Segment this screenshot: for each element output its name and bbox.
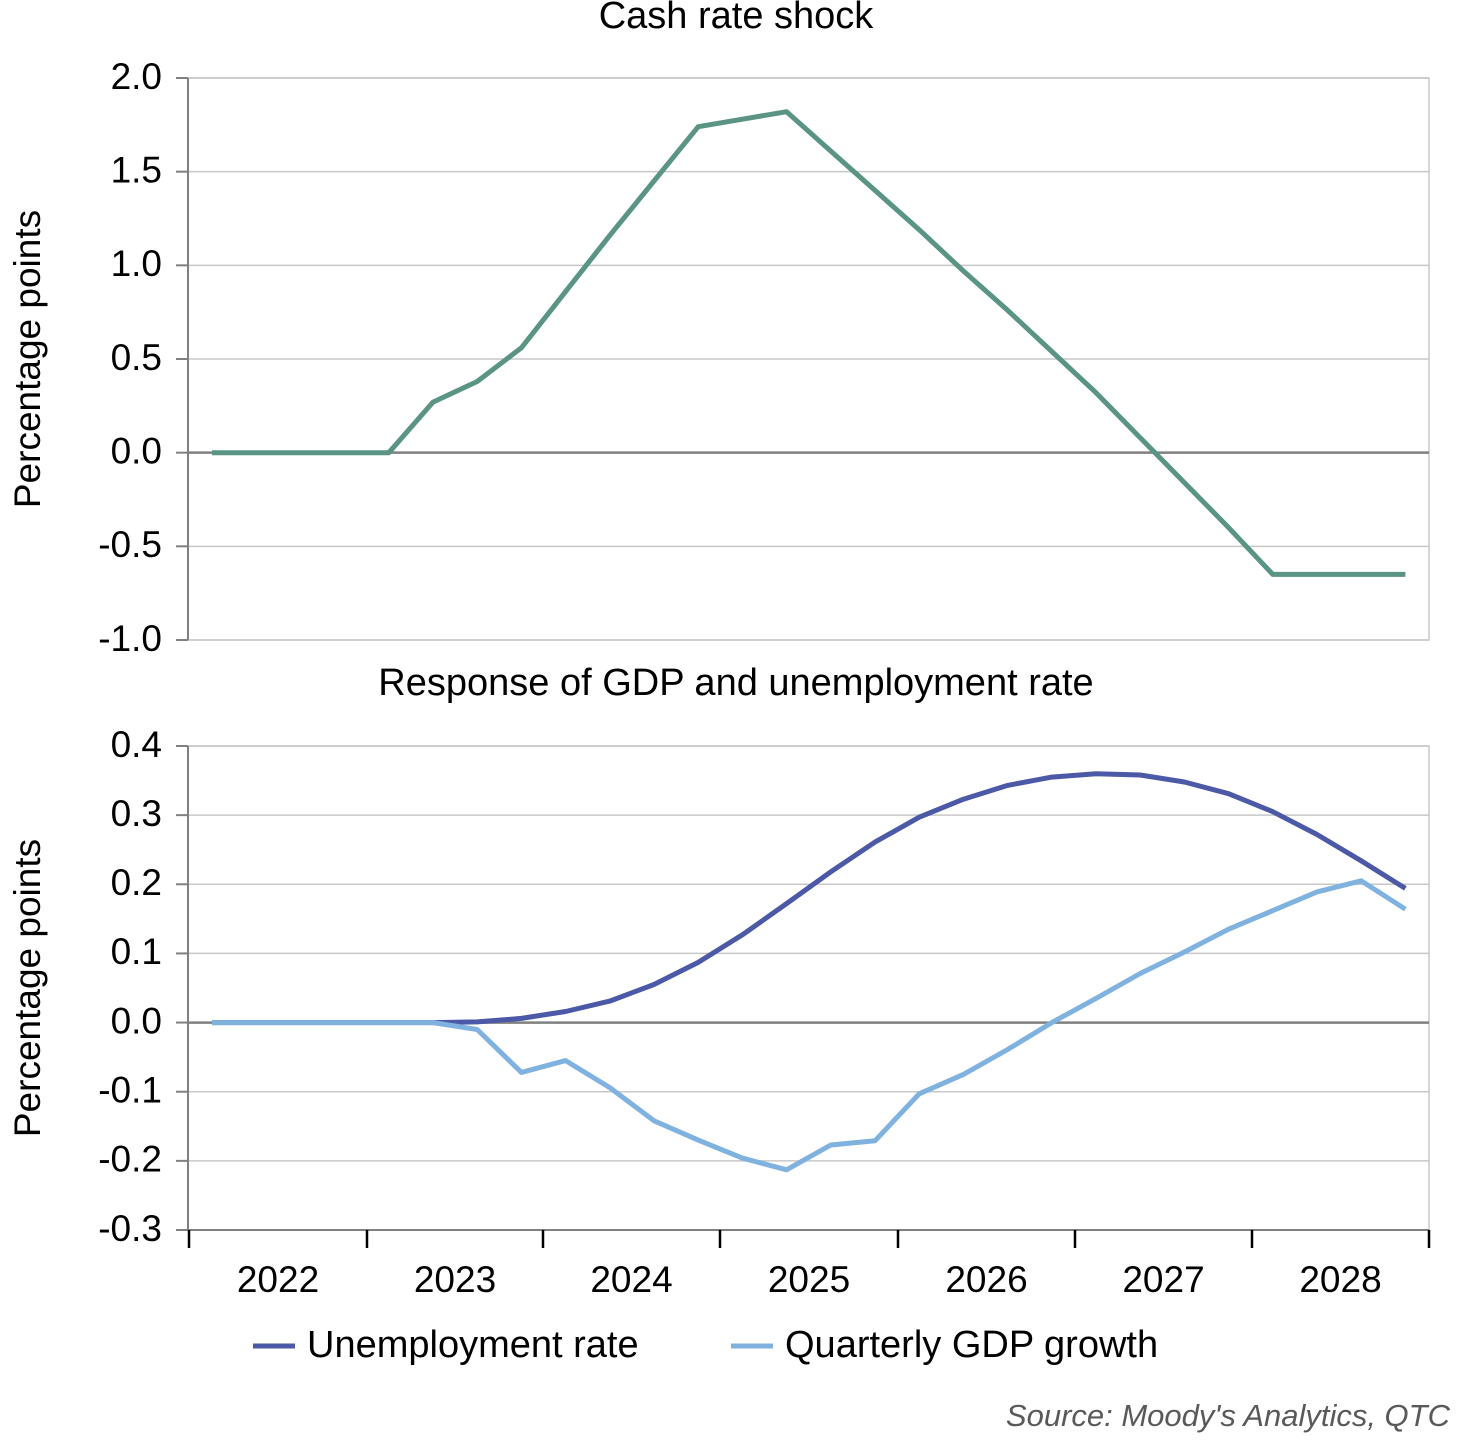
year-x-axis: 2022 2023 2024 2025 2026 2027 2028 xyxy=(187,1229,1431,1300)
x-tick-label: 2024 xyxy=(590,1259,672,1300)
y-tick-label: -1.0 xyxy=(98,618,162,659)
legend: Unemployment rate Quarterly GDP growth xyxy=(253,1324,1158,1366)
x-tick-label: 2025 xyxy=(768,1259,850,1300)
x-tick-label: 2028 xyxy=(1299,1259,1381,1300)
y-tick-label: 1.0 xyxy=(111,243,162,284)
gdp-unemployment-panel: Response of GDP and unemployment rate Pe… xyxy=(7,662,1431,1300)
y-tick-label: 0.4 xyxy=(111,724,162,765)
y-tick-label: 0.3 xyxy=(111,793,162,834)
cash-rate-gridlines xyxy=(187,77,1430,641)
series-line-quarterly-gdp-growth xyxy=(212,878,1407,1173)
y-tick-label: 0.2 xyxy=(111,862,162,903)
cash-rate-lines xyxy=(212,109,1406,577)
legend-label-unemployment: Unemployment rate xyxy=(307,1324,639,1366)
y-tick-label: 0.5 xyxy=(111,337,162,378)
x-tick-label: 2027 xyxy=(1122,1259,1204,1300)
series-line-cash-rate xyxy=(212,109,1406,577)
response-y-ticks: 0.4 0.3 0.2 0.1 0.0 -0.1 -0.2 -0.3 xyxy=(98,724,189,1249)
y-tick-label: 1.5 xyxy=(111,149,162,190)
x-tick-label: 2022 xyxy=(237,1259,319,1300)
response-lines xyxy=(212,771,1407,1173)
y-tick-label: 0.0 xyxy=(111,430,162,471)
cash-rate-panel: Cash rate shock Percentage points 2.0 1.5… xyxy=(7,0,1430,659)
y-tick-label: -0.2 xyxy=(98,1139,162,1180)
y-tick-label: 2.0 xyxy=(111,56,162,97)
cash-rate-y-axis-label: Percentage points xyxy=(7,210,48,508)
legend-label-gdp: Quarterly GDP growth xyxy=(785,1324,1158,1366)
cash-rate-y-ticks: 2.0 1.5 1.0 0.5 0.0 -0.5 -1.0 xyxy=(98,56,189,659)
cash-rate-chart-title: Cash rate shock xyxy=(599,0,875,37)
series-line-unemployment-rate xyxy=(212,771,1407,1026)
x-tick-label: 2026 xyxy=(945,1259,1027,1300)
y-tick-label: 0.1 xyxy=(111,931,162,972)
y-tick-label: -0.3 xyxy=(98,1208,162,1249)
y-tick-label: -0.5 xyxy=(98,524,162,565)
response-y-axis-label: Percentage points xyxy=(7,839,48,1137)
y-tick-label: -0.1 xyxy=(98,1069,162,1110)
source-note: Source: Moody's Analytics, QTC xyxy=(1006,1398,1451,1433)
x-tick-label: 2023 xyxy=(414,1259,496,1300)
response-chart-title: Response of GDP and unemployment rate xyxy=(378,662,1093,704)
y-tick-label: 0.0 xyxy=(111,1000,162,1041)
